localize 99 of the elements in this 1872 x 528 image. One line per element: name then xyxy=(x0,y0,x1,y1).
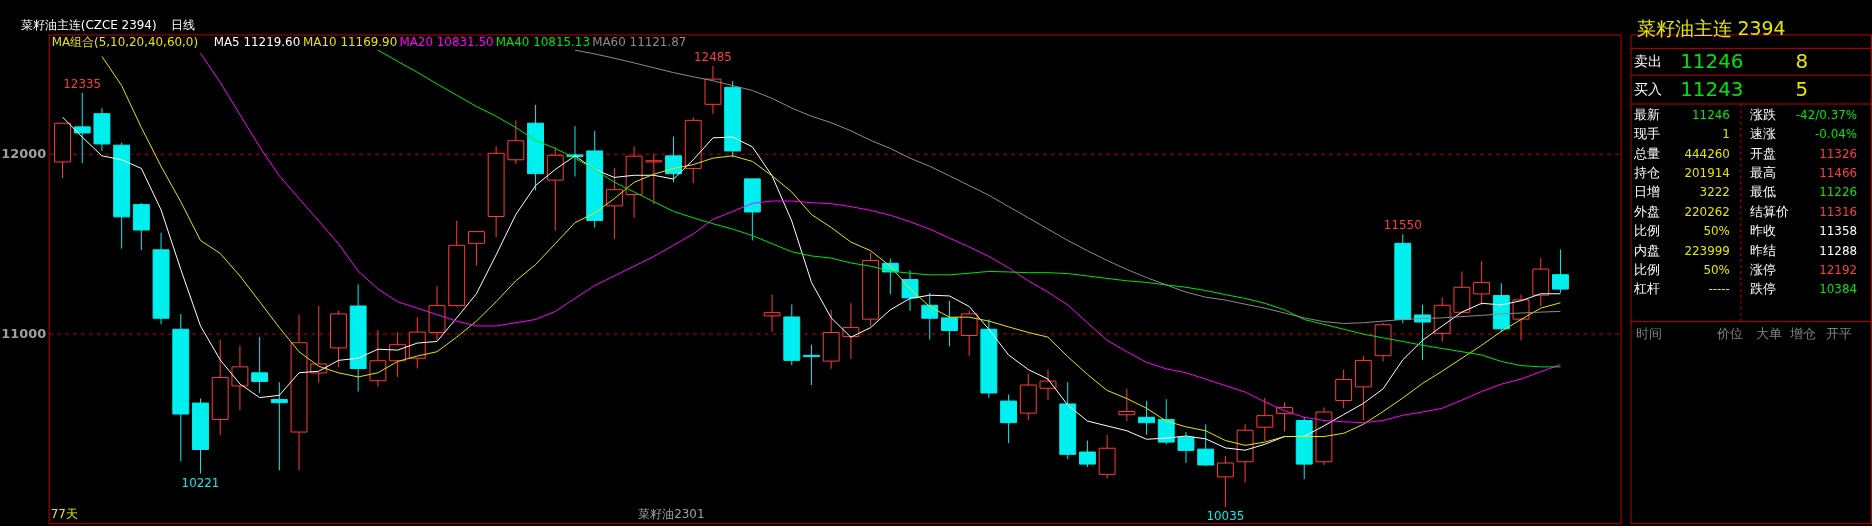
text: 日增 xyxy=(1633,184,1660,200)
candlestick xyxy=(369,329,387,388)
candlestick xyxy=(1552,248,1569,294)
text: -42/0.37% xyxy=(1795,107,1858,122)
text: 开盘 xyxy=(1749,145,1776,161)
annotation: 菜籽油2301 xyxy=(638,507,705,522)
candlestick xyxy=(231,345,249,411)
text: 最新 xyxy=(1633,106,1660,122)
text: 开平 xyxy=(1826,325,1853,341)
text: 比例 xyxy=(1633,223,1660,239)
candlestick xyxy=(763,294,781,333)
text: 内盘 xyxy=(1633,242,1660,258)
annotation: 10221 xyxy=(181,475,220,490)
candlestick xyxy=(803,344,820,386)
text: 昨收 xyxy=(1749,223,1776,239)
text: 跌停 xyxy=(1749,281,1776,297)
chart-subtitle: 日线 xyxy=(170,18,195,33)
candlestick xyxy=(1177,431,1195,464)
text: 最高 xyxy=(1749,165,1776,181)
text: 223999 xyxy=(1684,243,1730,258)
text: 现手 xyxy=(1633,126,1660,142)
text: 11246 xyxy=(1680,50,1744,74)
text: 大单 xyxy=(1755,325,1782,341)
text: MA40 10815.13 xyxy=(495,35,590,50)
candlestick xyxy=(270,381,288,471)
text: 价位 xyxy=(1715,325,1743,341)
candlestick xyxy=(1078,440,1096,468)
annotation: 10035 xyxy=(1206,509,1245,524)
text: 220262 xyxy=(1684,204,1730,219)
candlestick xyxy=(1335,369,1353,409)
candlestick xyxy=(605,167,623,240)
candlestick xyxy=(507,119,525,165)
text: 11243 xyxy=(1680,78,1744,102)
text: 10384 xyxy=(1819,282,1858,297)
text: 杠杆 xyxy=(1632,281,1660,297)
text: 11226 xyxy=(1819,185,1858,200)
text: 11316 xyxy=(1819,204,1858,219)
line-series xyxy=(62,116,1561,451)
annotation: 11550 xyxy=(1383,218,1422,233)
line-series xyxy=(377,49,1561,368)
candlestick xyxy=(1118,388,1136,422)
text: MA5 11219.60 xyxy=(213,35,301,50)
text: 菜籽油主连 2394 xyxy=(1636,17,1786,40)
candlestick xyxy=(665,136,682,183)
text: 11288 xyxy=(1819,243,1858,258)
text: 时间 xyxy=(1635,325,1662,341)
text: 涨停 xyxy=(1749,261,1776,277)
candlestick xyxy=(1197,423,1215,467)
legend-title: MA组合(5,10,20,40,60,0) xyxy=(51,35,199,50)
text: MA20 10831.50 xyxy=(399,35,494,50)
text: 涨跌 xyxy=(1749,106,1776,122)
text: 外盘 xyxy=(1633,203,1660,219)
chart-title: 菜籽油主连(CZCE 2394) xyxy=(20,18,157,33)
candlestick xyxy=(960,310,978,357)
text: 结算价 xyxy=(1749,203,1789,219)
series-label: MA60 11121.87 xyxy=(592,35,687,50)
text: 总量 xyxy=(1632,145,1660,161)
text: 增仓 xyxy=(1788,325,1816,341)
text: 50% xyxy=(1703,224,1730,239)
text: 11246 xyxy=(1692,107,1730,122)
text: MA10 11169.90 xyxy=(303,35,398,50)
text: 8 xyxy=(1795,50,1809,74)
candlestick xyxy=(1138,400,1155,436)
text: 444260 xyxy=(1684,146,1730,161)
text: 持仓 xyxy=(1633,165,1660,181)
text: 12192 xyxy=(1819,262,1858,277)
text: 卖出 xyxy=(1633,53,1662,70)
text: 5 xyxy=(1795,78,1809,102)
text: 201914 xyxy=(1684,166,1730,181)
candlestick xyxy=(251,336,269,394)
candlestick xyxy=(73,92,91,164)
text: 11358 xyxy=(1819,224,1858,239)
text: 1 xyxy=(1722,127,1730,142)
text: -0.04% xyxy=(1814,127,1858,142)
text: 3222 xyxy=(1699,185,1730,200)
candlestick xyxy=(645,153,663,205)
text: 昨结 xyxy=(1749,242,1776,258)
candlestick xyxy=(941,300,958,347)
text: 11466 xyxy=(1819,166,1858,181)
annotation: 77天 xyxy=(50,507,78,522)
candlestick xyxy=(1216,455,1234,508)
text: 11326 xyxy=(1819,146,1858,161)
candlestick xyxy=(1000,394,1018,444)
candlestick xyxy=(467,231,485,267)
line-series xyxy=(574,49,1561,324)
y-tick-label: 11000 xyxy=(1,325,47,341)
y-tick-label: 12000 xyxy=(1,145,47,161)
text: 50% xyxy=(1703,262,1730,277)
text: 比例 xyxy=(1633,261,1660,277)
annotation: 12335 xyxy=(63,77,102,92)
text: 最低 xyxy=(1749,184,1776,200)
candlestick xyxy=(921,292,939,340)
candlestick xyxy=(1473,260,1491,306)
text: 速涨 xyxy=(1749,126,1776,142)
candlestick xyxy=(1256,397,1274,442)
text: 买入 xyxy=(1633,81,1662,98)
annotation: 12485 xyxy=(694,50,732,65)
candlestick xyxy=(1039,369,1057,401)
text: ----- xyxy=(1708,282,1730,297)
